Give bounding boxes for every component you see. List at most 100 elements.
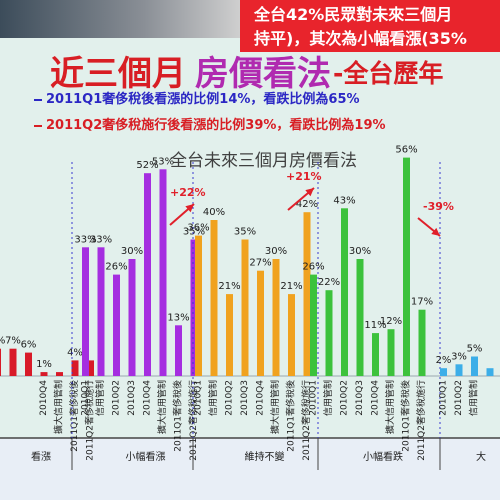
- tick-label-2-5: 擴大信用管制: [269, 380, 281, 434]
- tick-label-4-1: 2010Q2: [454, 380, 464, 416]
- bar-1-6: [175, 325, 182, 376]
- bar-3-4: [372, 333, 379, 376]
- bar-1-4: [144, 173, 151, 376]
- bar-2-0: [195, 235, 202, 376]
- tick-label-2-0: 2010Q1: [194, 380, 204, 416]
- tick-label-2-7: 2011Q2奢侈稅施行: [300, 380, 312, 461]
- bar-3-3: [356, 259, 364, 376]
- data-label-2-1: 40%: [203, 207, 225, 218]
- bar-0-2: [25, 352, 32, 376]
- tick-label-4-0: 2010Q1: [439, 380, 449, 416]
- bar-4-3: [486, 368, 494, 376]
- bar-3-6: [403, 157, 410, 376]
- data-label-4-1: 3%: [451, 351, 467, 362]
- bar-4-0: [440, 368, 447, 376]
- bar-1-3: [128, 259, 136, 376]
- data-label-2-5: 30%: [265, 246, 287, 257]
- change-arrowhead-2: [431, 227, 440, 236]
- data-label-1-3: 30%: [121, 246, 143, 257]
- chart-title: 全台未來三個月房價看法: [170, 151, 357, 171]
- data-label-3-0: 26%: [302, 262, 324, 273]
- change-annotation-1: +21%: [286, 170, 322, 183]
- hand-photo: [0, 0, 240, 38]
- data-label-1-6: 13%: [167, 312, 189, 323]
- tick-label-1-5: 擴大信用管制: [156, 380, 168, 434]
- change-arrowhead-0: [185, 204, 194, 213]
- data-label-3-2: 43%: [333, 195, 355, 206]
- tick-label-3-0: 2010Q1: [309, 380, 319, 416]
- bar-1-7: [190, 239, 198, 376]
- group-label-3: 小幅看跌: [363, 450, 403, 463]
- tick-label-0-3: 2010Q4: [39, 380, 49, 416]
- tick-label-4-2: 信用管制: [468, 380, 480, 416]
- group-label-0: 看漲: [31, 450, 51, 463]
- tick-label-3-6: 2011Q1奢侈稅後: [400, 380, 412, 452]
- data-label-1-2: 26%: [105, 262, 127, 273]
- group-label-1: 小幅看漲: [126, 450, 166, 463]
- banner-line2: 持平)，其次為小幅看漲(35%: [254, 29, 467, 48]
- note-q1: 2011Q1奢侈稅後看漲的比例14%，看跌比例為65%: [34, 88, 360, 107]
- change-arrowhead-1: [305, 188, 314, 197]
- bar-1-0: [82, 247, 89, 376]
- group-label-4: 大: [476, 450, 486, 463]
- tick-label-3-7: 2011Q2奢侈稅施行: [415, 380, 427, 461]
- data-label-1-4: 52%: [136, 160, 158, 171]
- bar-2-3: [241, 239, 249, 376]
- bar-3-2: [341, 208, 348, 376]
- data-label-1-7: 35%: [183, 227, 205, 238]
- tick-label-0-5: 2011Q1奢侈稅後: [68, 380, 80, 452]
- data-label-0-0: 7%: [0, 336, 5, 347]
- data-label-3-7: 17%: [411, 297, 433, 308]
- bar-0-6: [87, 360, 94, 376]
- tick-label-1-0: 2010Q1: [81, 380, 91, 416]
- data-label-4-2: 5%: [467, 344, 483, 355]
- data-label-2-2: 21%: [218, 281, 240, 292]
- tick-label-0-6: 2011Q2奢侈稅施行: [84, 380, 96, 461]
- bar-1-2: [113, 274, 120, 376]
- data-label-3-4: 11%: [364, 320, 386, 331]
- data-label-2-7: 42%: [296, 199, 318, 210]
- summary-banner: 全台42%民眾對未來三個月 持平)，其次為小幅看漲(35%: [240, 0, 500, 52]
- bar-2-1: [210, 220, 218, 376]
- tick-label-0-4: 擴大信用管制: [53, 380, 65, 434]
- tick-label-2-6: 2011Q1奢侈稅後: [285, 380, 297, 452]
- data-label-2-6: 21%: [280, 281, 302, 292]
- bar-2-7: [303, 212, 311, 376]
- tick-label-1-4: 2010Q4: [143, 380, 153, 416]
- bar-0-5: [71, 360, 79, 376]
- bar-0-4: [56, 372, 63, 376]
- tick-label-1-3: 2010Q3: [127, 380, 137, 416]
- tick-label-1-2: 2010Q2: [112, 380, 122, 416]
- data-label-4-0: 2%: [436, 355, 452, 366]
- data-label-3-5: 12%: [380, 316, 402, 327]
- data-label-1-1: 33%: [90, 234, 112, 245]
- bar-3-1: [325, 290, 333, 376]
- tick-label-1-6: 2011Q1奢侈稅後: [172, 380, 184, 452]
- bar-3-5: [387, 329, 395, 376]
- bar-2-4: [257, 270, 264, 376]
- data-label-3-3: 30%: [349, 246, 371, 257]
- title-part3: -全台歷年: [333, 59, 444, 88]
- bar-2-5: [272, 259, 280, 376]
- note-q2: 2011Q2奢侈稅施行後看漲的比例39%，看跌比例為19%: [34, 114, 386, 133]
- data-label-0-3: 1%: [36, 359, 52, 370]
- tick-label-1-1: 信用管制: [94, 380, 106, 416]
- bar-2-6: [288, 294, 295, 376]
- bar-4-1: [455, 364, 463, 376]
- tick-label-2-1: 信用管制: [207, 380, 219, 416]
- data-label-0-5: 4%: [67, 347, 83, 358]
- data-label-0-1: 7%: [5, 336, 21, 347]
- data-label-1-0: 33%: [74, 234, 96, 245]
- category-label-panel: [0, 438, 500, 500]
- data-label-3-6: 56%: [395, 145, 417, 156]
- group-label-2: 維持不變: [245, 450, 285, 463]
- bar-1-5: [159, 169, 167, 376]
- bar-4-2: [471, 356, 478, 376]
- bar-0-3: [40, 372, 48, 376]
- bar-1-1: [97, 247, 105, 376]
- tick-label-1-7: 2011Q2奢侈稅施行: [187, 380, 199, 461]
- tick-label-3-4: 2010Q4: [371, 380, 381, 416]
- tick-label-3-1: 信用管制: [322, 380, 334, 416]
- tick-label-3-2: 2010Q2: [340, 380, 350, 416]
